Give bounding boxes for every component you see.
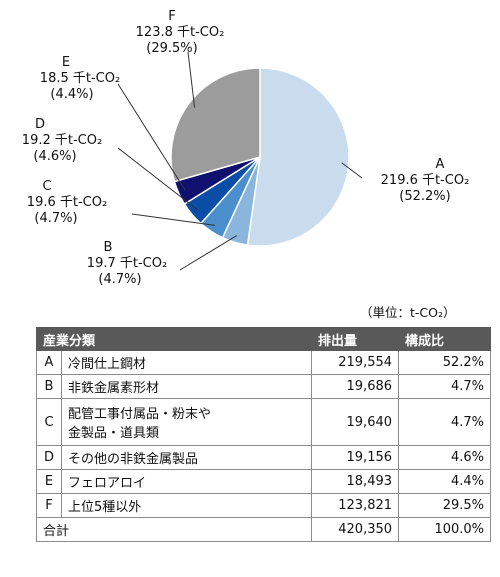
table-total-row: 合計 420,350 100.0% — [35, 517, 492, 542]
row-code: D — [36, 445, 62, 470]
row-emissions: 123,821 — [311, 493, 400, 518]
leader-line-a — [341, 162, 363, 179]
row-share: 4.4% — [398, 469, 492, 494]
row-name-line2: 金製品・道具類 — [68, 426, 160, 441]
row-name: 非鉄金属素形材 — [60, 374, 313, 399]
row-code: C — [36, 398, 62, 446]
emissions-table: 産業分類 排出量 構成比 A 冷間仕上鋼材 219,554 52.2% B 非鉄… — [35, 327, 492, 542]
slice-label-a-value: 219.6 千t-CO₂ — [381, 173, 470, 188]
slice-label-d-percent: (4.6%) — [33, 149, 76, 164]
row-emissions: 219,554 — [311, 350, 400, 375]
table-row: E フェロアロイ 18,493 4.4% — [36, 469, 492, 494]
row-share: 29.5% — [398, 493, 492, 518]
row-name: 配管工事付属品・粉末や 金製品・道具類 — [60, 398, 313, 446]
total-share: 100.0% — [398, 517, 492, 542]
slice-label-f-code: F — [168, 9, 175, 24]
row-name: 上位5種以外 — [60, 493, 313, 518]
total-emissions: 420,350 — [311, 517, 400, 542]
row-emissions: 18,493 — [311, 469, 400, 494]
slice-label-a-percent: (52.2%) — [399, 189, 450, 204]
table-row: F 上位5種以外 123,821 29.5% — [36, 493, 492, 518]
row-emissions: 19,686 — [311, 374, 400, 399]
row-share: 52.2% — [398, 350, 492, 375]
leader-line-c — [131, 213, 216, 226]
pie-slice-f — [170, 67, 261, 183]
table-row: D その他の非鉄金属製品 19,156 4.6% — [36, 445, 492, 470]
slice-label-c-code: C — [42, 179, 51, 194]
table-header-row: 産業分類 排出量 構成比 — [35, 327, 492, 351]
slice-label-b-percent: (4.7%) — [98, 272, 141, 287]
pie-slice-a — [246, 67, 350, 247]
slice-label-c-percent: (4.7%) — [34, 211, 77, 226]
row-emissions: 19,640 — [311, 398, 400, 446]
row-code: A — [36, 350, 62, 375]
row-code: E — [36, 469, 62, 494]
pie-chart: A 219.6 千t-CO₂ (52.2%) B 19.7 千t-CO₂ (4.… — [22, 9, 470, 287]
table-row: A 冷間仕上鋼材 219,554 52.2% — [36, 350, 492, 375]
leader-line-e — [117, 83, 186, 191]
slice-label-f-percent: (29.5%) — [146, 41, 197, 56]
header-share: 構成比 — [398, 327, 492, 351]
slice-label-b-value: 19.7 千t-CO₂ — [87, 256, 167, 271]
leader-line-f — [187, 51, 196, 108]
slice-label-f-value: 123.8 千t-CO₂ — [136, 25, 225, 40]
row-code: B — [36, 374, 62, 399]
slice-label-c-value: 19.6 千t-CO₂ — [27, 195, 107, 210]
row-name: 冷間仕上鋼材 — [60, 350, 313, 375]
unit-note: （単位：t-CO₂） — [360, 305, 456, 320]
header-emissions: 排出量 — [311, 327, 400, 351]
row-name: フェロアロイ — [60, 469, 313, 494]
row-emissions: 19,156 — [311, 445, 400, 470]
leader-line-b — [179, 235, 238, 271]
row-share: 4.7% — [398, 374, 492, 399]
total-label: 合計 — [35, 517, 313, 542]
slice-label-d-value: 19.2 千t-CO₂ — [22, 133, 102, 148]
slice-label-e-code: E — [62, 55, 70, 70]
row-code: F — [36, 493, 62, 518]
slice-label-b-code: B — [104, 240, 113, 255]
header-category: 産業分類 — [35, 327, 313, 351]
row-share: 4.7% — [398, 398, 492, 446]
slice-label-e-percent: (4.4%) — [50, 87, 93, 102]
leader-line-d — [117, 147, 198, 211]
row-name: その他の非鉄金属製品 — [60, 445, 313, 470]
row-name-line1: 配管工事付属品・粉末や — [68, 407, 212, 422]
table-row: B 非鉄金属素形材 19,686 4.7% — [36, 374, 492, 399]
slice-label-a-code: A — [436, 157, 445, 172]
table-row: C 配管工事付属品・粉末や 金製品・道具類 19,640 4.7% — [36, 398, 492, 446]
slice-label-e-value: 18.5 千t-CO₂ — [40, 71, 120, 86]
slice-label-d-code: D — [35, 117, 45, 132]
row-share: 4.6% — [398, 445, 492, 470]
